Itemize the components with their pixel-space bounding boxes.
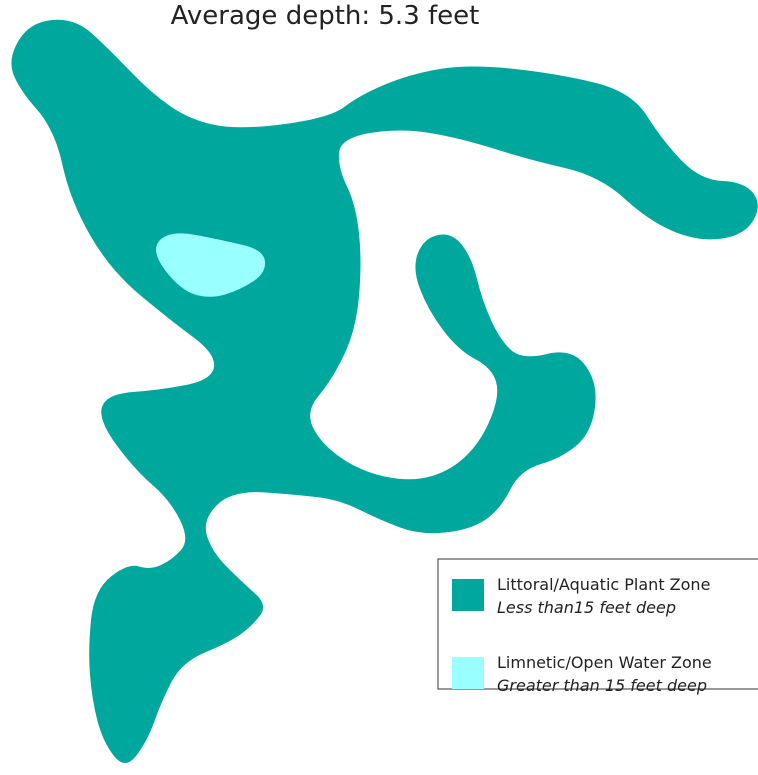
legend-swatch — [452, 579, 484, 611]
map-title: Average depth: 5.3 feet — [171, 1, 480, 31]
littoral-zone — [11, 19, 758, 764]
legend-description: Greater than 15 feet deep — [497, 676, 707, 695]
legend-description: Less than15 feet deep — [497, 598, 676, 617]
legend-box — [437, 558, 758, 690]
legend-swatch — [452, 657, 484, 689]
limnetic-zone — [156, 233, 266, 297]
legend-label: Limnetic/Open Water Zone — [497, 653, 712, 672]
legend-label: Littoral/Aquatic Plant Zone — [497, 575, 710, 594]
